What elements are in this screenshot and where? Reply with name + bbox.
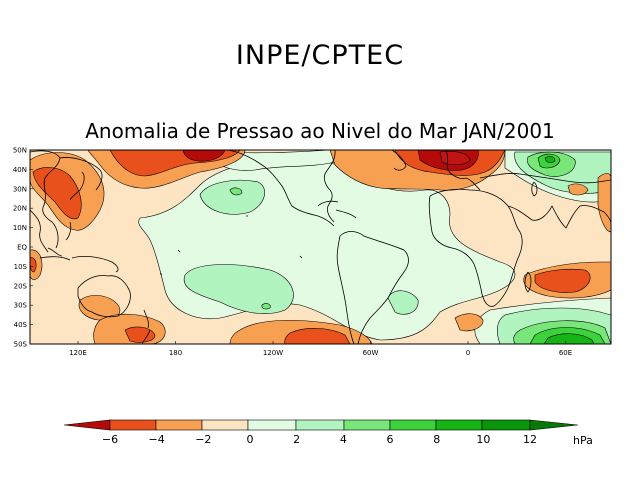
lat-tick-label: 20N	[13, 205, 27, 213]
field-lt-neg6-np	[182, 150, 226, 162]
lat-tick-label: EQ	[17, 244, 27, 252]
field-2-4-spac	[183, 264, 294, 315]
colorbar-tick-label: 10	[476, 433, 490, 446]
lon-tick-label: 120E	[69, 349, 87, 357]
lat-tick-label: 50N	[13, 147, 27, 155]
lat-tick-label: 30S	[14, 302, 28, 310]
coastlines	[30, 150, 611, 344]
lat-tick-label: 20S	[14, 282, 28, 290]
colorbar-tick-label: 4	[340, 433, 347, 446]
lat-tick-label: 40S	[14, 321, 28, 329]
lat-tick-label: 50S	[14, 341, 28, 349]
colorbar: −6 −4 −2 0 2 4 6 8 10 12 hPa	[63, 419, 593, 447]
colorbar-bin-8-10	[435, 419, 483, 431]
latitude-axis: 50N 40N 30N 20N 10N EQ 10S 20S 30S 40S 50S	[13, 147, 33, 349]
colorbar-tick-label: 8	[433, 433, 440, 446]
colorbar-tick-label: −6	[102, 433, 118, 446]
colorbar-bin-2-4	[295, 419, 345, 431]
colorbar-bin-4-6	[343, 419, 391, 431]
lon-tick-label: 60E	[559, 349, 572, 357]
lat-tick-label: 10S	[14, 263, 28, 271]
lon-tick-label: 180	[169, 349, 182, 357]
colorbar-tick-label: 0	[247, 433, 254, 446]
lon-tick-label: 60W	[363, 349, 379, 357]
colorbar-bin-neg6-neg4	[109, 419, 157, 431]
lon-tick-label: 120W	[263, 349, 283, 357]
field-2-4-npac	[199, 179, 265, 215]
map-title: INPE/CPTEC	[235, 40, 405, 71]
colorbar-bin-10-12	[481, 419, 531, 431]
lon-tick-label: 0	[466, 349, 470, 357]
anomaly-field	[30, 150, 611, 344]
longitude-axis: 120E 180 120W 60W 0 60E	[69, 341, 572, 357]
colorbar-bin-neg2-0	[201, 419, 249, 431]
colorbar-bin-neg4-neg2	[155, 419, 203, 431]
lat-tick-label: 30N	[13, 185, 27, 193]
colorbar-tick-label: −2	[195, 433, 211, 446]
lat-tick-label: 40N	[13, 166, 27, 174]
colorbar-tick-label: 2	[293, 433, 300, 446]
colorbar-tick-label: −4	[149, 433, 165, 446]
colorbar-tick-label: 6	[387, 433, 394, 446]
colorbar-bin-0-2	[247, 419, 297, 431]
colorbar-unit: hPa	[573, 434, 593, 447]
colorbar-min-triangle	[63, 419, 111, 431]
colorbar-max-triangle	[529, 419, 579, 431]
colorbar-tick-label: 12	[523, 433, 537, 446]
lat-tick-label: 10N	[13, 224, 27, 232]
colorbar-bin-6-8	[389, 419, 437, 431]
map-subtitle: Anomalia de Pressao ao Nivel do Mar JAN/…	[85, 119, 555, 143]
colorbar-tick-labels: −6 −4 −2 0 2 4 6 8 10 12	[102, 433, 537, 446]
